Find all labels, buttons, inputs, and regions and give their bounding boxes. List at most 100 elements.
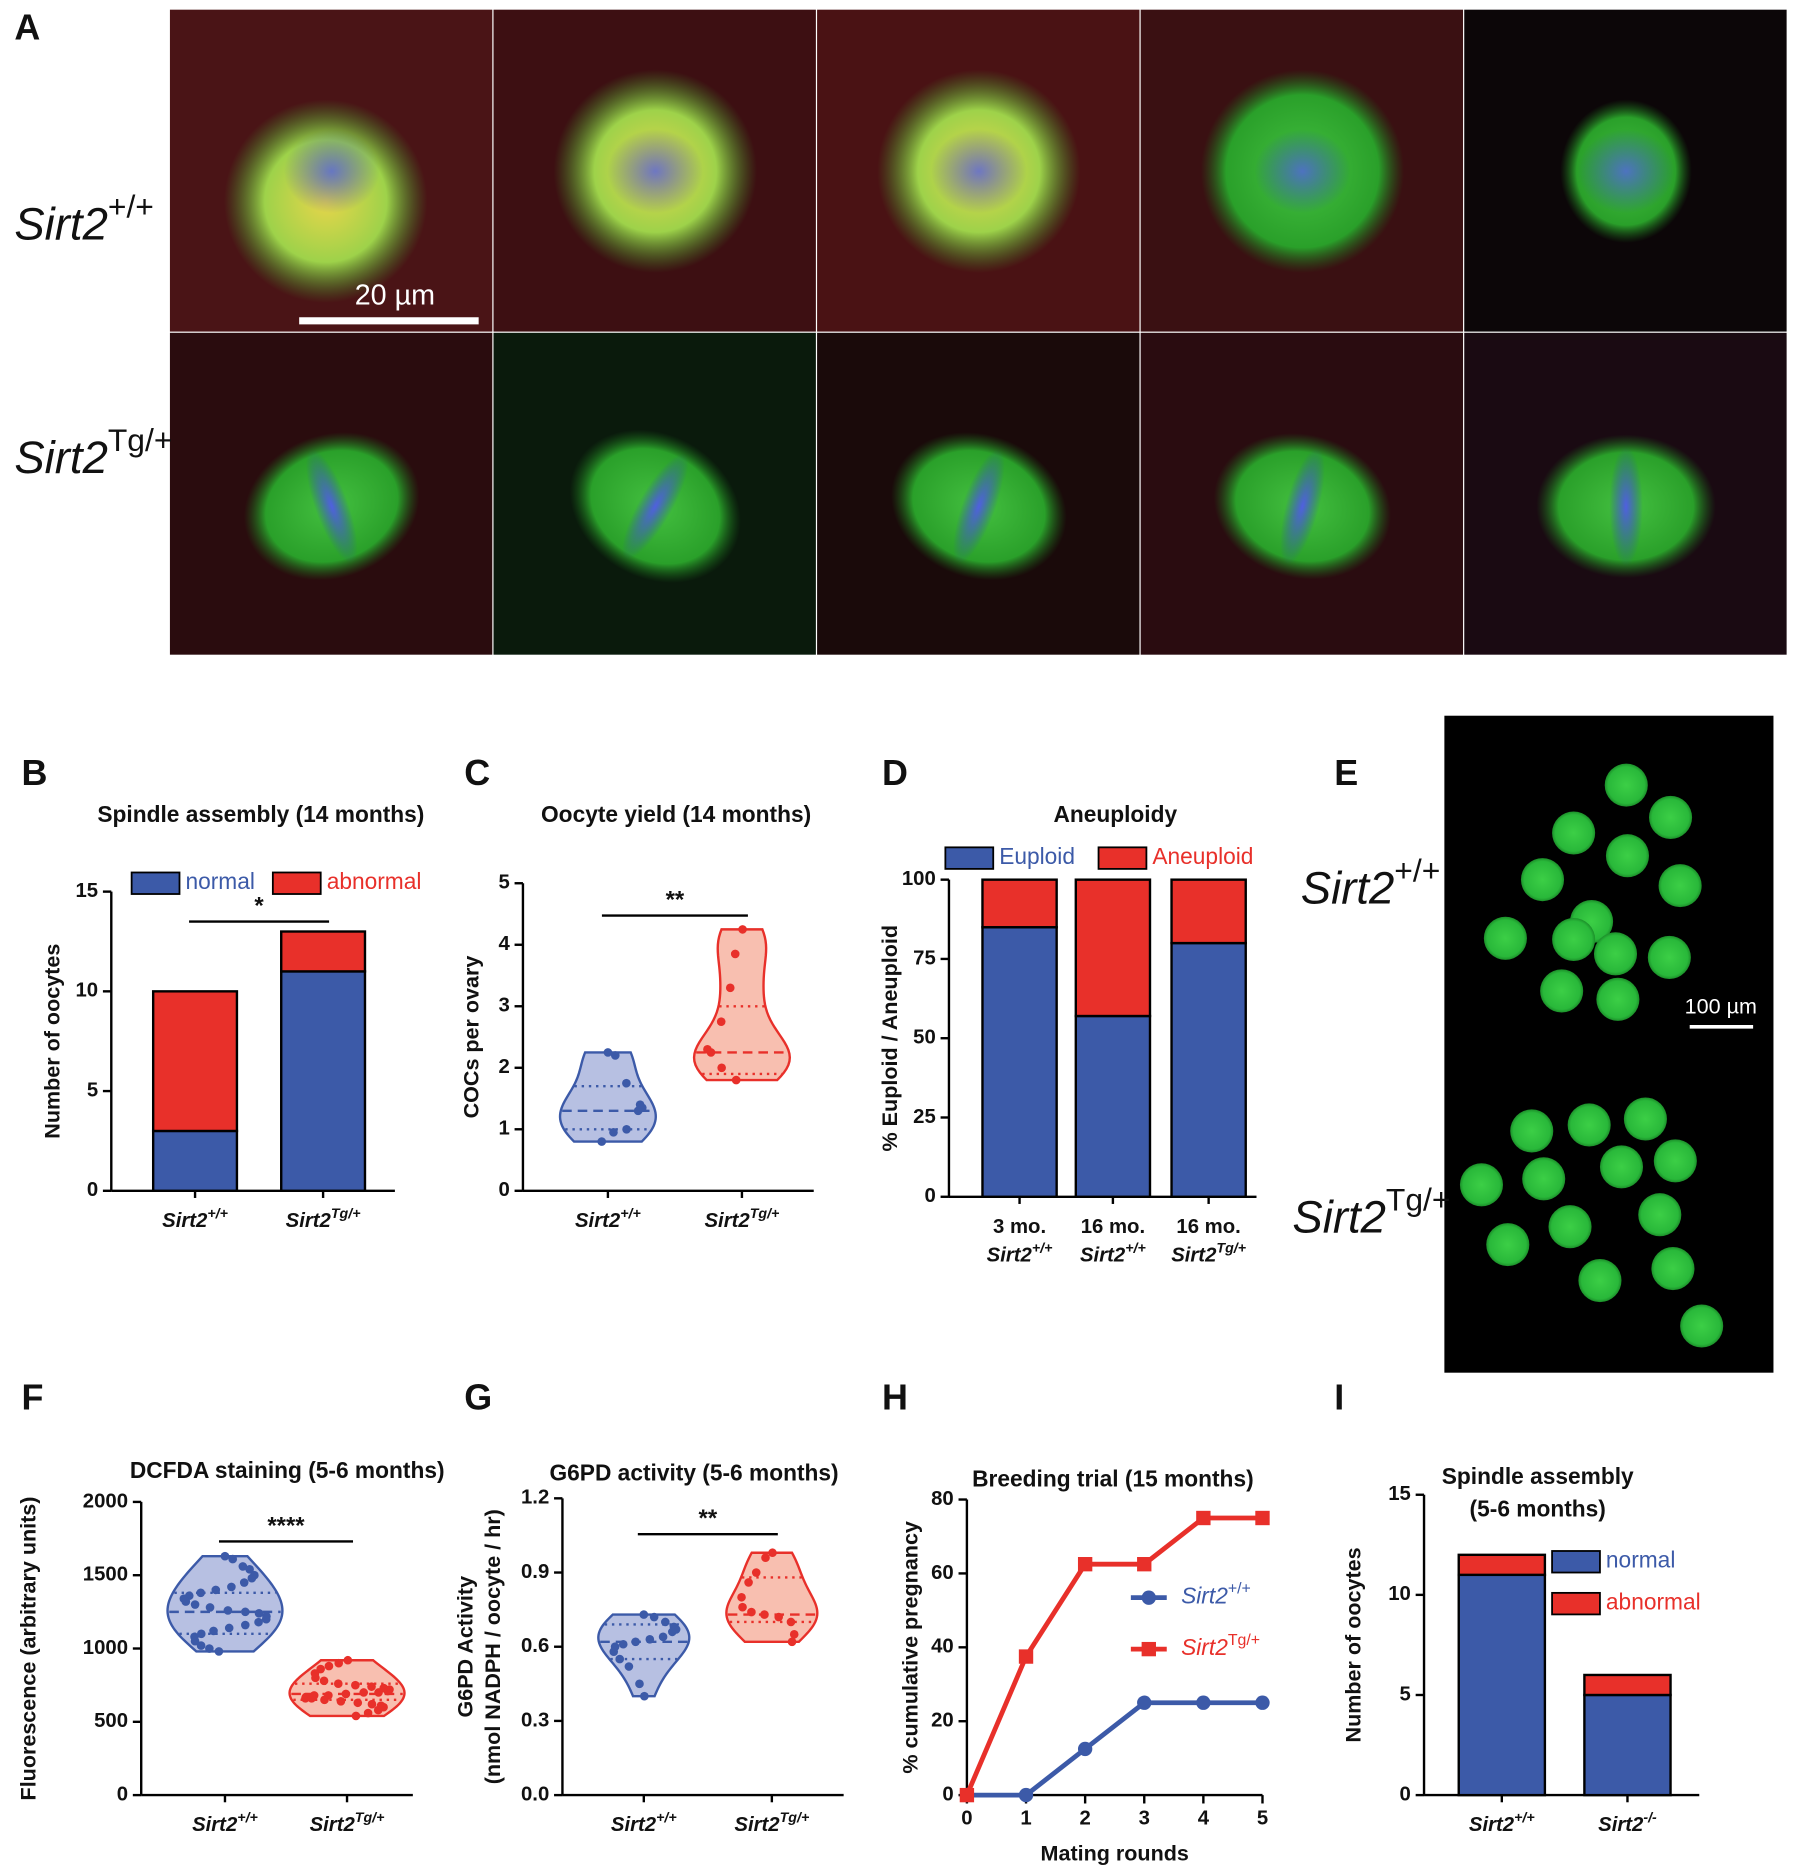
oocyte <box>1510 1109 1554 1153</box>
data-point <box>383 1686 393 1696</box>
bar-segment <box>1074 1014 1152 1198</box>
data-point <box>768 1548 777 1558</box>
panel-label: G <box>464 1378 492 1418</box>
data-point <box>351 1680 360 1690</box>
x-tick-label: 3 <box>1139 1807 1150 1829</box>
oocyte <box>1623 1097 1667 1141</box>
legend-marker <box>1141 1641 1156 1657</box>
x-axis-label: Mating rounds <box>1041 1842 1189 1866</box>
x-tick-label: Sirt2-/- <box>1598 1810 1657 1837</box>
data-point <box>205 1603 215 1612</box>
oocyte <box>1520 858 1565 902</box>
bar-segment <box>151 1129 239 1192</box>
x-tick-label: Sirt2+/+ <box>611 1810 677 1837</box>
data-point <box>224 1623 234 1633</box>
data-point <box>609 1128 618 1137</box>
y-tick-label: 25 <box>913 1106 936 1128</box>
data-point <box>649 1612 659 1622</box>
data-point <box>373 1705 383 1715</box>
oocyte <box>1653 1139 1697 1183</box>
bar-segment <box>981 926 1058 1198</box>
y-axis-label: % cumulative pregnancy <box>899 1521 923 1774</box>
y-tick-label: 50 <box>913 1027 936 1049</box>
data-point <box>639 1610 649 1619</box>
legend-swatch <box>130 871 181 895</box>
y-tick-label: 2000 <box>83 1490 128 1512</box>
x-tick-label: Sirt2+/+ <box>162 1206 228 1233</box>
x-tick-label: 4 <box>1198 1807 1210 1829</box>
line <box>966 1700 1263 1798</box>
data-point <box>223 1606 233 1615</box>
data-point <box>209 1626 218 1636</box>
y-tick-label: 10 <box>76 980 99 1002</box>
oocyte <box>1552 811 1596 855</box>
y-tick-label: 0.0 <box>521 1783 549 1805</box>
data-point <box>343 1655 353 1665</box>
data-point <box>359 1688 368 1697</box>
y-tick-label: 5 <box>498 872 509 894</box>
panel-label: F <box>22 1378 44 1418</box>
oocyte <box>1647 935 1691 979</box>
y-tick-label: 500 <box>94 1710 128 1732</box>
y-tick-label: 1000 <box>83 1637 128 1659</box>
data-point <box>320 1695 329 1705</box>
y-tick-label: 0 <box>924 1185 935 1207</box>
data-point <box>667 1627 677 1637</box>
y-axis-label: Number of oocytes <box>1341 1547 1365 1742</box>
marker <box>1018 1649 1034 1664</box>
data-point <box>367 1682 376 1691</box>
row-label: Sirt2Tg/+ <box>14 422 172 483</box>
chromatin <box>622 453 689 559</box>
y-axis-label: COCs per ovary <box>459 956 483 1119</box>
data-point <box>196 1629 206 1639</box>
y-tick-label: 40 <box>931 1636 954 1658</box>
data-point <box>334 1658 344 1668</box>
data-point <box>609 1647 619 1656</box>
x-tick-label: Sirt2Tg/+ <box>286 1206 361 1233</box>
chromatin <box>1280 448 1325 565</box>
data-point <box>640 1691 649 1701</box>
panel-label: I <box>1334 1378 1344 1418</box>
bar-segment <box>280 930 367 973</box>
chart-title: Spindle assembly (14 months) <box>97 801 424 827</box>
data-point <box>761 1553 770 1562</box>
row-label: Sirt2+/+ <box>1301 853 1441 914</box>
y-tick-label: 0.3 <box>521 1709 549 1731</box>
y-tick-label: 100 <box>902 868 936 890</box>
chromatin <box>607 129 704 214</box>
oocyte <box>1593 932 1638 976</box>
y-tick-label: 20 <box>931 1710 954 1732</box>
y-tick-label: 2 <box>498 1056 509 1078</box>
oocyte <box>1552 917 1596 962</box>
x-tick-label: Sirt2+/+ <box>192 1810 258 1837</box>
marker <box>1255 1695 1270 1710</box>
marker <box>1137 1695 1152 1710</box>
legend-swatch <box>271 871 322 895</box>
data-point <box>311 1673 320 1683</box>
data-point <box>363 1708 373 1718</box>
significance-label: ** <box>666 887 685 914</box>
oocyte <box>1599 1145 1644 1189</box>
chromatin <box>1609 446 1643 567</box>
data-point <box>247 1573 257 1583</box>
oocyte <box>1680 1304 1724 1348</box>
data-point <box>196 1588 206 1598</box>
oocyte <box>1605 834 1650 878</box>
marker <box>1137 1557 1152 1572</box>
x-tick-label: 3 mo. <box>993 1216 1046 1238</box>
x-tick-label: 5 <box>1257 1807 1268 1829</box>
legend-label: normal <box>185 868 254 894</box>
data-point <box>751 1568 761 1577</box>
y-tick-label: 0.9 <box>521 1561 549 1583</box>
legend-label: Aneuploid <box>1152 843 1253 869</box>
marker <box>1077 1741 1093 1757</box>
bar-segment <box>1583 1693 1672 1797</box>
chart-title: Aneuploidy <box>1053 801 1177 827</box>
y-tick-label: 1 <box>498 1118 509 1140</box>
bar-segment <box>151 990 239 1133</box>
y-axis-label: (nmol NADPH / oocyte / hr) <box>481 1509 505 1784</box>
data-point <box>787 1637 797 1647</box>
data-point <box>717 1063 726 1073</box>
data-point <box>744 1578 753 1587</box>
y-axis-label: G6PD Activity <box>453 1576 477 1718</box>
